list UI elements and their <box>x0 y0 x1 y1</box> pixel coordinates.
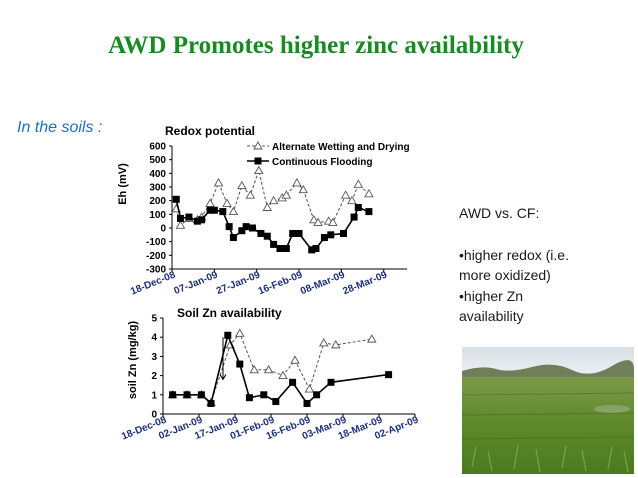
cf-data-point <box>270 240 278 248</box>
awd-data-point <box>262 202 273 211</box>
notes-spacer <box>459 224 569 245</box>
cf-data-point <box>198 216 206 224</box>
y-tick-label: -100 <box>146 237 166 248</box>
cf-data-point <box>225 223 233 231</box>
x-tick-label: 08-Mar-09 <box>299 269 347 297</box>
legend-cf-label: Continuous Flooding <box>272 157 373 168</box>
cf-data-point <box>210 206 218 214</box>
awd-data-point <box>213 177 224 187</box>
notes-line: more oxidized) <box>459 267 551 283</box>
y-tick-label: 600 <box>149 142 166 153</box>
x-tick-label: 27-Jan-09 <box>215 269 262 297</box>
cf-data-point <box>276 245 284 252</box>
awd-data-point <box>353 179 364 188</box>
awd-data-point <box>237 180 247 190</box>
y-tick-label: 500 <box>149 155 166 166</box>
cf-data-point <box>172 195 180 203</box>
y-tick-label: 100 <box>149 210 166 221</box>
awd-data-point <box>347 195 357 205</box>
cf-data-point <box>339 229 347 237</box>
cf-data-point <box>185 213 193 221</box>
cf-data-point <box>282 245 290 252</box>
awd-data-point <box>175 220 186 229</box>
y-tick-label: 400 <box>149 169 166 180</box>
chart-title: Redox potential <box>165 124 255 138</box>
legend-awd-marker <box>253 141 263 150</box>
cf-data-point <box>229 234 237 242</box>
cf-data-point <box>320 234 328 242</box>
cf-data-point <box>354 204 362 211</box>
awd-data-point <box>228 206 239 216</box>
y-tick-label: 300 <box>149 183 166 194</box>
awd-data-point <box>281 190 292 199</box>
cf-data-point <box>312 245 320 252</box>
awd-data-point <box>205 198 215 207</box>
soils-subheading: In the soils : <box>17 119 103 136</box>
cf-data-point <box>365 208 373 216</box>
cf-data-point <box>308 246 316 254</box>
awd-data-point <box>309 214 319 224</box>
cf-data-point <box>289 229 297 237</box>
cf-data-point <box>295 229 303 237</box>
notes-line: availability <box>459 308 524 324</box>
x-tick-label: 16-Feb-09 <box>257 269 305 297</box>
cf-data-point <box>257 229 265 237</box>
slide-title: AWD Promotes higher zinc availability <box>108 32 524 59</box>
cf-data-point <box>219 208 227 216</box>
cf-data-point <box>263 232 271 240</box>
cf-data-point <box>193 217 201 225</box>
notes-line: •higher redox (i.e. <box>459 246 569 263</box>
awd-data-point <box>298 184 309 194</box>
awd-data-point <box>328 217 338 226</box>
awd-data-point <box>340 190 351 199</box>
cf-data-point <box>350 213 358 221</box>
awd-data-point <box>254 165 264 175</box>
cf-data-point <box>248 224 256 232</box>
awd-data-point <box>292 177 302 187</box>
y-tick-label: 200 <box>149 196 166 207</box>
y-tick-label: -300 <box>146 265 166 276</box>
notes-line: •higher Zn <box>459 287 524 304</box>
awd-data-point <box>268 195 279 205</box>
x-tick-label: 07-Jan-09 <box>173 269 220 297</box>
y-axis-label: Eh (mV) <box>117 163 129 205</box>
cf-data-point <box>206 206 214 214</box>
awd-data-point <box>313 217 323 226</box>
legend-cf-marker <box>254 157 262 165</box>
comparison-notes: AWD vs. CF: •higher redox (i.e. more oxi… <box>459 203 569 327</box>
awd-data-point <box>364 188 374 198</box>
legend-awd-label: Alternate Wetting and Drying <box>272 142 410 153</box>
cf-data-point <box>327 231 335 239</box>
awd-data-point <box>245 190 256 199</box>
x-tick-label: 28-Mar-09 <box>341 269 389 297</box>
notes-heading: AWD vs. CF: <box>459 205 540 221</box>
y-tick-label: -200 <box>146 251 166 262</box>
cf-data-point <box>176 214 184 222</box>
rice-field-photo <box>462 347 634 474</box>
cf-data-point <box>242 223 250 231</box>
cf-data-point <box>238 227 246 235</box>
awd-data-point <box>222 198 232 207</box>
y-tick-label: 0 <box>160 224 166 235</box>
